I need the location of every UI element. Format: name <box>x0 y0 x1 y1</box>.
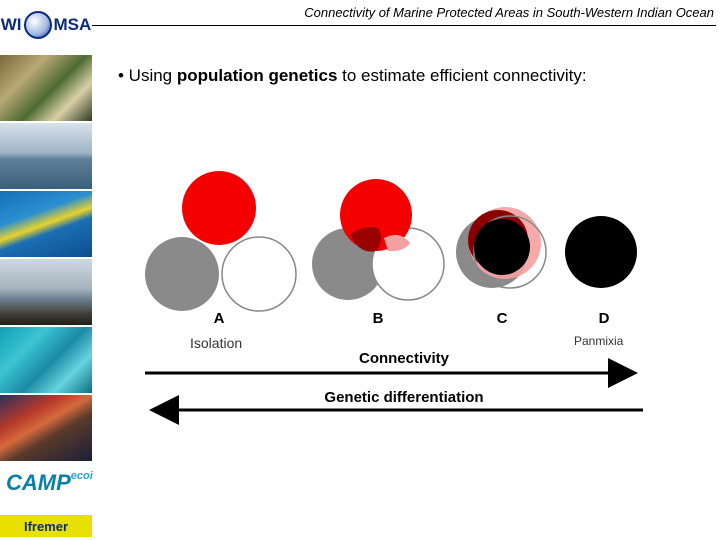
bullet-prefix: • Using <box>118 66 177 85</box>
panel-c-black-circle <box>474 219 530 275</box>
panel-a-white-circle <box>221 236 297 312</box>
panel-d-label: D <box>599 310 610 327</box>
wiomsa-logo-right-text: MSA <box>53 15 92 34</box>
red-fish-photo <box>0 395 92 461</box>
panel-a-red-circle <box>182 171 256 245</box>
panmixia-label: Panmixia <box>574 334 624 348</box>
coral-photo <box>0 327 92 393</box>
campecoi-logo-small-text: ecoi <box>70 470 93 482</box>
panel-c-white-circle <box>473 215 547 289</box>
bullet-text: • Using population genetics to estimate … <box>118 66 587 86</box>
panel-a-label: A <box>214 310 225 327</box>
panel-b-label: B <box>373 310 384 327</box>
isolation-label: Isolation <box>190 335 242 351</box>
campecoi-logo-text: CAMP <box>6 470 71 495</box>
panel-b-overlap-white-red <box>384 234 410 252</box>
wiomsa-logo: WI MSA <box>0 4 92 46</box>
panel-a-grey-circle <box>145 237 219 311</box>
bullet-suffix: to estimate efficient connectivity: <box>337 66 587 85</box>
ifremer-logo-text: Ifremer <box>23 518 69 534</box>
campecoi-logo: CAMPecoi <box>6 470 93 504</box>
wiomsa-logo-left-text: WI <box>0 15 22 34</box>
panel-b-overlap-grey-red <box>350 227 382 252</box>
bullet-bold: population genetics <box>176 66 338 85</box>
shore-boats-photo <box>0 259 92 325</box>
fish-school-photo <box>0 191 92 257</box>
globe-icon <box>23 11 52 39</box>
sea-boat-photo <box>0 123 92 189</box>
ifremer-logo: Ifremer <box>0 515 92 537</box>
reef-photo <box>0 55 92 121</box>
connectivity-label: Connectivity <box>359 350 450 367</box>
header-divider <box>92 25 716 26</box>
panel-d-black-circle <box>565 216 637 288</box>
panel-c-label: C <box>497 310 508 327</box>
genetic-differentiation-label: Genetic differentiation <box>324 389 483 406</box>
header-title: Connectivity of Marine Protected Areas i… <box>304 5 714 20</box>
photo-strip <box>0 55 92 463</box>
